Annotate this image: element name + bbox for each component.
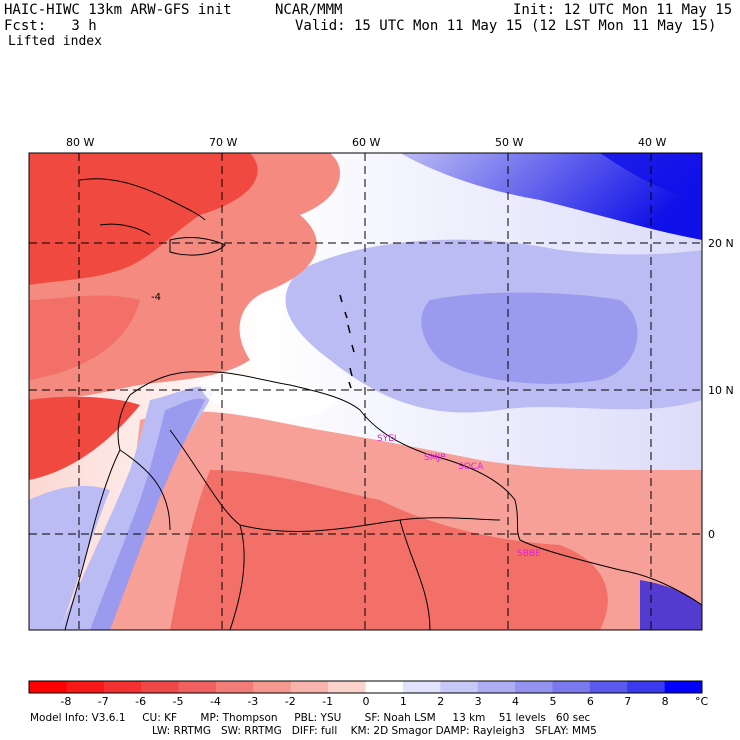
footer-line-2: LW: RRTMG SW: RRTMG DIFF: full KM: 2D Sm… [152,725,597,737]
colorbar-swatch [29,681,67,693]
contour-label: -4 [151,292,161,303]
graticule [29,153,702,630]
lon-label-80w: 80 W [66,136,94,149]
station-smjp: SMJP [424,453,446,463]
colorbar-swatch [66,681,105,693]
colorbar-swatch [178,681,217,693]
island-chain [339,294,355,389]
lon-label-60w: 60 W [352,136,380,149]
colorbar-tick-label: 3 [474,695,482,708]
colorbar-swatch [589,681,628,693]
field-name: Lifted index [8,34,102,49]
colorbar-swatch [515,681,553,693]
colorbar-swatch [253,681,292,693]
forecast-hour: Fcst: 3 h [4,18,97,34]
colorbar-tick-label: -2 [284,695,296,708]
colorbar-tick-label: -8 [60,695,72,708]
init-time: Init: 12 UTC Mon 11 May 15 [513,2,733,18]
lat-label-10n: 10 N [708,384,734,397]
colorbar-swatch [552,681,591,693]
lon-label-50w: 50 W [495,136,523,149]
colorbar-tick-label: 2 [437,695,445,708]
lat-label-20n: 20 N [708,237,734,250]
colorbar-swatch [365,681,404,693]
station-syei: SYEI [377,434,397,444]
colorbar-unit: °C [695,695,709,708]
colorbar-swatch [477,681,516,693]
colorbar-swatch [215,681,254,693]
colorbar-tick-label: 5 [549,695,557,708]
lat-label-0: 0 [708,528,715,541]
station-sbbe: SBBE [517,549,541,559]
lon-label-40w: 40 W [638,136,666,149]
colorbar-swatch [290,681,329,693]
model-title: HAIC-HIWC 13km ARW-GFS init [4,2,232,18]
colorbar-tick-label: -3 [247,695,259,708]
colorbar-tick-label: 7 [624,695,632,708]
valid-time: Valid: 15 UTC Mon 11 May 15 (12 LST Mon … [295,18,717,34]
footer-line-1: Model Info: V3.6.1 CU: KF MP: Thompson P… [30,712,591,724]
colorbar-tick-label: 4 [512,695,520,708]
colorbar-swatch [440,681,478,693]
colorbar-swatch [141,681,179,693]
colorbar-tick-label: 8 [661,695,669,708]
colorbar-tick-label: -6 [135,695,147,708]
colorbar-swatch [627,681,665,693]
colorbar-swatch [328,681,366,693]
colorbar-tick-label: 6 [586,695,594,708]
colorbar-swatch [664,681,703,693]
colorbar-tick-label: 1 [399,695,407,708]
station-soca: SOCA [458,462,484,472]
colorbar-swatch [402,681,441,693]
colorbar-tick-label: -5 [172,695,184,708]
colorbar [28,680,703,694]
colorbar-tick-label: -7 [97,695,109,708]
org-label: NCAR/MMM [275,2,343,18]
coastlines [64,178,702,630]
colorbar-tick-label: -4 [209,695,221,708]
lon-label-70w: 70 W [209,136,237,149]
colorbar-tick-label: -1 [322,695,334,708]
colorbar-swatch [103,681,142,693]
colorbar-frame [28,680,703,694]
colorbar-tick-label: 0 [362,695,370,708]
